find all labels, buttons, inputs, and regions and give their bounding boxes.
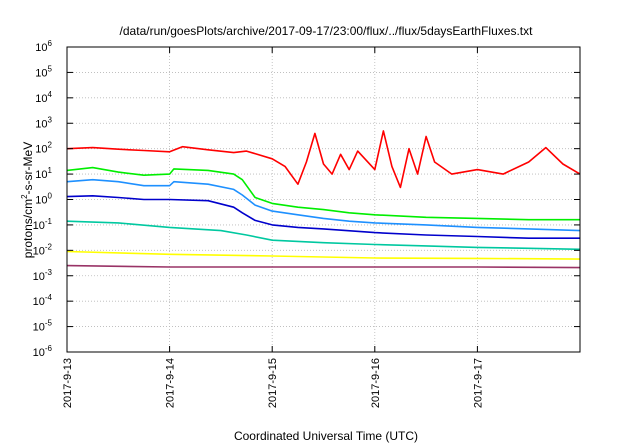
y-tick-base: 10 xyxy=(35,42,47,54)
y-tick-exponent: 4 xyxy=(48,90,53,99)
series-line-3 xyxy=(66,178,581,232)
y-tick-base: 10 xyxy=(33,296,45,308)
x-tick-label: 2017-9-17 xyxy=(472,358,484,408)
series-line-5 xyxy=(66,220,581,251)
y-tick-base: 10 xyxy=(35,67,47,79)
y-tick-label: 10-6 xyxy=(33,344,53,359)
y-tick-label: 104 xyxy=(35,90,52,105)
x-tick-label: 2017-9-16 xyxy=(370,358,382,408)
y-tick-exponent: -2 xyxy=(45,242,53,251)
y-tick-base: 10 xyxy=(35,144,47,156)
chart-title: /data/run/goesPlots/archive/2017-09-17/2… xyxy=(120,24,534,38)
y-tick-label: 105 xyxy=(35,64,52,79)
y-axis-label-sup: 2 xyxy=(20,194,29,199)
y-tick-label: 10-1 xyxy=(33,217,53,232)
y-tick-exponent: 2 xyxy=(48,141,53,150)
y-tick-label: 10-4 xyxy=(33,293,53,308)
y-tick-label: 102 xyxy=(35,141,52,156)
y-tick-label: 100 xyxy=(35,192,52,207)
x-tick-label: 2017-9-15 xyxy=(267,358,279,408)
y-tick-base: 10 xyxy=(35,195,47,207)
y-tick-label: 106 xyxy=(35,39,52,54)
y-tick-base: 10 xyxy=(33,245,45,257)
series-line-7 xyxy=(66,264,581,269)
ticks xyxy=(66,46,580,353)
y-tick-label: 103 xyxy=(35,115,52,130)
series-line-4 xyxy=(66,195,580,239)
series-group xyxy=(66,130,581,269)
y-tick-exponent: -4 xyxy=(45,293,53,302)
y-tick-base: 10 xyxy=(33,347,45,359)
y-tick-exponent: -1 xyxy=(45,217,53,226)
y-tick-label: 10-3 xyxy=(33,268,53,283)
series-line-2 xyxy=(66,166,580,221)
y-tick-label: 10-2 xyxy=(33,242,53,257)
y-tick-exponent: 5 xyxy=(48,64,53,73)
y-tick-base: 10 xyxy=(33,271,45,283)
y-tick-exponent: 6 xyxy=(48,39,53,48)
y-axis-label-pre: protons/cm xyxy=(21,199,35,258)
y-tick-label: 10-5 xyxy=(33,319,53,334)
y-tick-exponent: 3 xyxy=(48,115,53,124)
x-tick-label: 2017-9-13 xyxy=(62,358,74,408)
series-line-6 xyxy=(66,250,581,260)
y-tick-exponent: -3 xyxy=(45,268,53,277)
x-tick-labels: 2017-9-13 2017-9-14 2017-9-15 2017-9-16 2017… xyxy=(62,358,484,408)
y-tick-base: 10 xyxy=(35,93,47,105)
y-tick-base: 10 xyxy=(35,169,47,181)
y-axis-label: protons/cm2-s-sr-MeV xyxy=(20,142,35,258)
y-tick-exponent: -5 xyxy=(45,319,53,328)
x-axis-label: Coordinated Universal Time (UTC) xyxy=(234,429,418,443)
y-tick-base: 10 xyxy=(35,118,47,130)
y-tick-base: 10 xyxy=(33,220,45,232)
y-tick-exponent: 1 xyxy=(48,166,53,175)
y-axis-label-post: -s-sr-MeV xyxy=(21,142,35,195)
y-tick-base: 10 xyxy=(33,322,45,334)
series-line-1 xyxy=(66,130,581,189)
y-tick-label: 101 xyxy=(35,166,52,181)
y-tick-labels: 10610510410310210110010-110-210-310-410-… xyxy=(33,39,53,359)
y-tick-exponent: -6 xyxy=(45,344,53,353)
y-tick-exponent: 0 xyxy=(48,192,53,201)
x-tick-label: 2017-9-14 xyxy=(165,358,177,408)
